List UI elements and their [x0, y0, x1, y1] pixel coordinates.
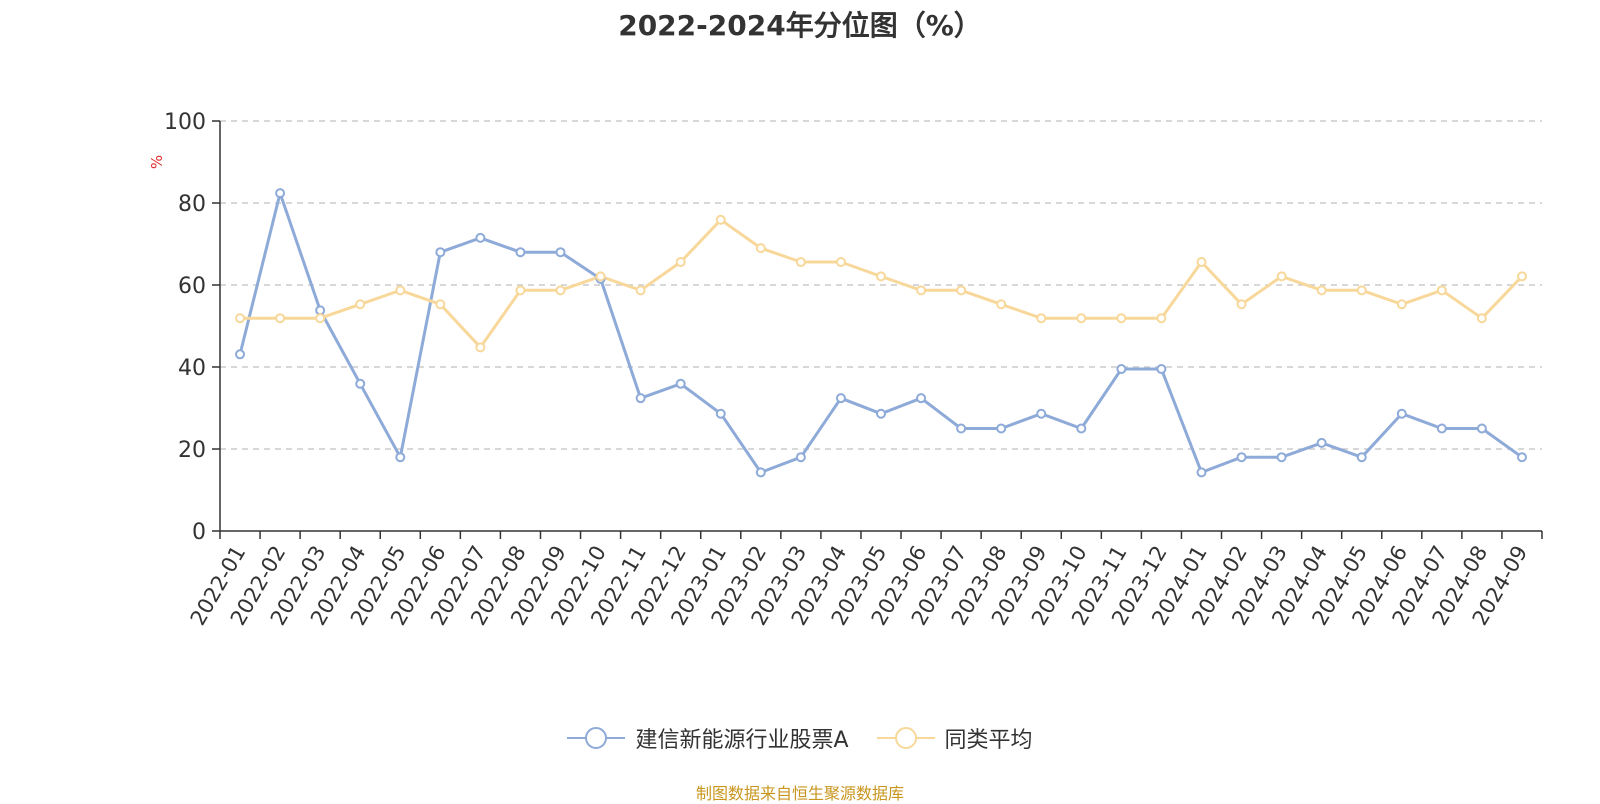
series-0-point [1236, 452, 1247, 463]
series-0-point [515, 247, 526, 258]
line-chart: 020406080100%2022-012022-022022-032022-0… [148, 110, 1543, 629]
series-0-point [715, 408, 726, 419]
series-1-point [1396, 299, 1407, 310]
series-0-point [1276, 452, 1287, 463]
series-1-point [1516, 271, 1527, 282]
series-0-point [1516, 452, 1527, 463]
axes: 020406080100%2022-012022-022022-032022-0… [148, 110, 1543, 629]
series-0-point [996, 423, 1007, 434]
series-0-point [755, 467, 766, 478]
series-1-point [675, 257, 686, 268]
y-tick-label: 20 [178, 438, 206, 463]
series-1-point [475, 342, 486, 353]
series-0-point [1116, 364, 1127, 375]
series-0-point [1076, 423, 1087, 434]
legend-marker-fund-icon [567, 727, 626, 749]
data-source-note: 制图数据来自恒生聚源数据库 [695, 784, 904, 803]
series-1-point [1276, 271, 1287, 282]
series-0-point [876, 408, 886, 419]
series-0-point [1036, 408, 1047, 419]
series-0-point [1316, 437, 1327, 448]
series-0-point [916, 393, 927, 404]
legend: 建信新能源行业股票A 同类平均 [0, 722, 1600, 754]
series-1-point [635, 285, 646, 296]
series-1-point [916, 285, 927, 296]
legend-item-peer-average[interactable]: 同类平均 [876, 722, 1033, 754]
series-0-point [1436, 423, 1447, 434]
series-1-point [1436, 285, 1447, 296]
series-1-point [395, 285, 406, 296]
y-tick-label: 40 [178, 356, 206, 381]
series-1-point [435, 299, 446, 310]
series-1-point [715, 214, 726, 225]
series-1-point [1356, 285, 1367, 296]
series-1-point [996, 299, 1007, 310]
legend-label-fund: 建信新能源行业股票A [635, 728, 849, 753]
series-1-point [315, 313, 326, 324]
series-1-point [1316, 285, 1327, 296]
series-0-point [956, 423, 967, 434]
series-line-1 [240, 218, 1524, 349]
series-1-point [595, 271, 606, 282]
series-0-point [1396, 408, 1407, 419]
series-1-point [835, 257, 846, 268]
y-axis-label: % [148, 155, 166, 169]
series-1-point [1196, 257, 1207, 268]
series-1-point [1076, 313, 1087, 324]
series-0-point [675, 378, 686, 389]
y-tick-label: 100 [164, 110, 206, 135]
series-1-point [275, 313, 286, 324]
series-0-point [475, 232, 486, 243]
grid-lines [220, 120, 1542, 450]
series-0-point [835, 393, 846, 404]
series-0-point [795, 452, 806, 463]
series-1-point [1236, 299, 1247, 310]
series-0-point [1476, 423, 1487, 434]
series-line-0 [238, 191, 1523, 474]
series-0-point [555, 247, 566, 258]
legend-label-peer-average: 同类平均 [944, 728, 1033, 753]
series-1-point [1036, 313, 1047, 324]
series-1-point [956, 285, 967, 296]
series-1-point [1156, 313, 1167, 324]
series-0-point [1156, 364, 1167, 375]
series-lines [235, 188, 1527, 478]
series-1-point [555, 285, 566, 296]
legend-item-fund[interactable]: 建信新能源行业股票A [567, 722, 849, 754]
series-0-point [275, 188, 286, 199]
series-0-point [355, 378, 366, 389]
series-1-point [876, 271, 886, 282]
series-1-point [1116, 313, 1127, 324]
chart-title: 2022-2024年分位图（%） [618, 9, 982, 42]
series-0-point [435, 247, 446, 258]
series-0-point [1356, 452, 1367, 463]
series-1-point [795, 257, 806, 268]
series-1-point [1476, 313, 1487, 324]
series-0-point [395, 452, 406, 463]
series-1-point [235, 313, 246, 324]
y-tick-label: 80 [178, 192, 206, 217]
series-1-point [355, 299, 366, 310]
y-tick-label: 0 [192, 520, 206, 545]
series-1-point [755, 243, 766, 254]
series-0-point [235, 349, 246, 360]
series-0-point [635, 393, 646, 404]
y-tick-label: 60 [178, 274, 206, 299]
series-0-point [1196, 467, 1207, 478]
legend-marker-peer-average-icon [876, 727, 935, 749]
series-1-point [515, 285, 526, 296]
